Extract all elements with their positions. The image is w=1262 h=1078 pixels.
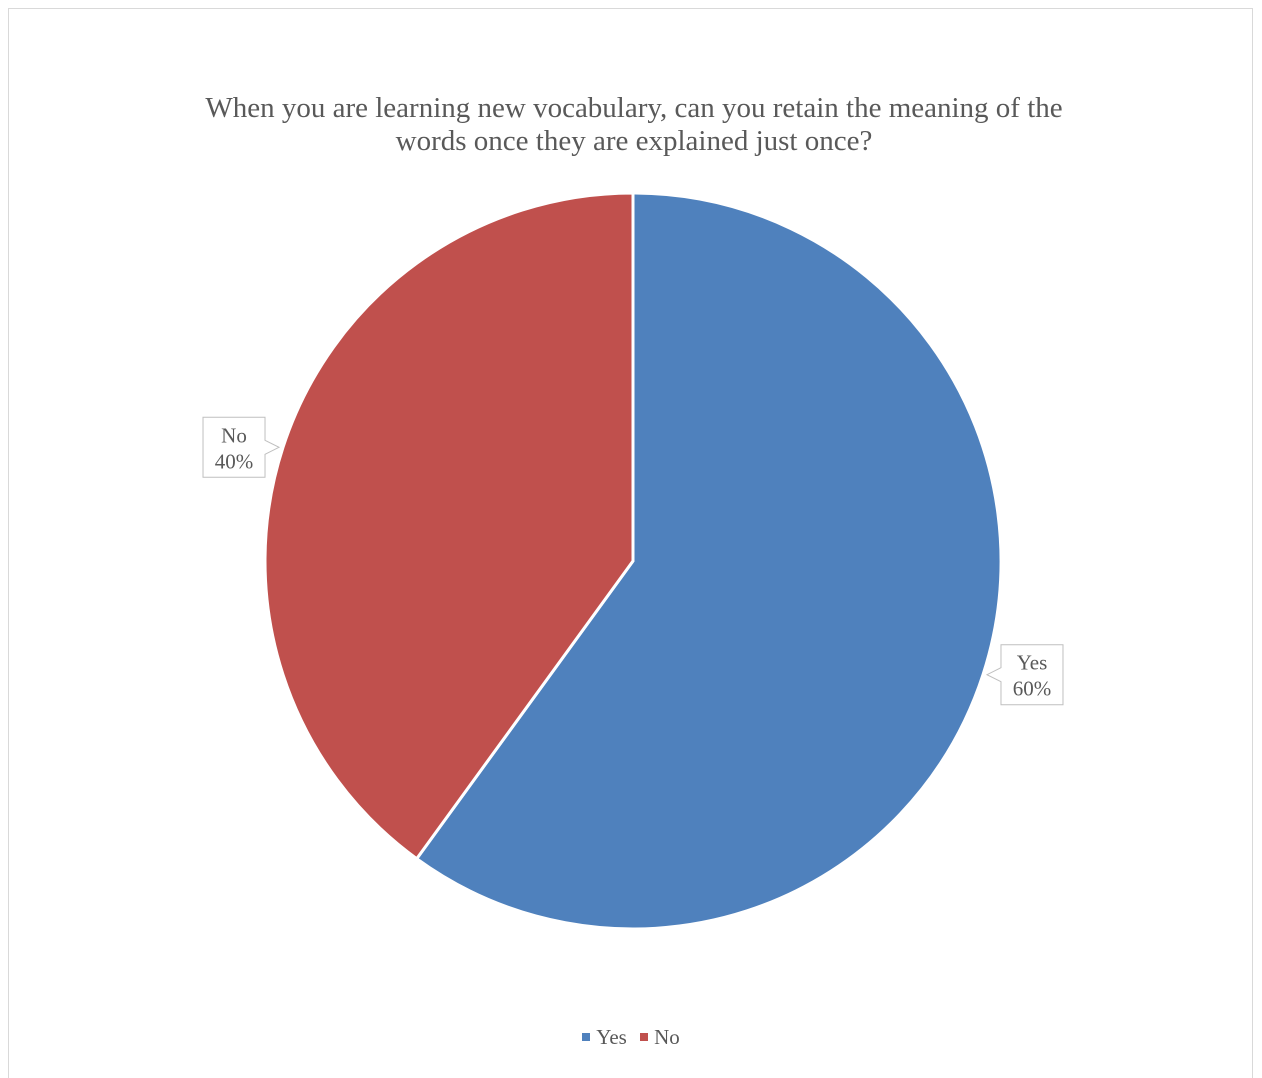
- legend-item-yes: Yes: [582, 1025, 627, 1050]
- legend-swatch-no: [640, 1033, 649, 1042]
- data-label-callout-yes: [985, 644, 1064, 706]
- pie-slice-yes: [415, 191, 1003, 931]
- legend-label-no: No: [654, 1025, 680, 1049]
- data-label-percent-no: 40%: [215, 449, 254, 473]
- chart-legend: Yes No: [0, 1025, 1262, 1050]
- legend-swatch-yes: [582, 1033, 591, 1042]
- chart-title: When you are learning new vocabulary, ca…: [205, 92, 1063, 157]
- data-label-category-yes: Yes: [1017, 651, 1048, 675]
- data-label-callout-no: [202, 416, 281, 478]
- data-label-percent-yes: 60%: [1013, 677, 1052, 701]
- legend-label-yes: Yes: [596, 1025, 627, 1049]
- data-label-category-no: No: [221, 423, 247, 447]
- pie-slice-no: [263, 191, 635, 861]
- legend-item-no: No: [640, 1025, 680, 1050]
